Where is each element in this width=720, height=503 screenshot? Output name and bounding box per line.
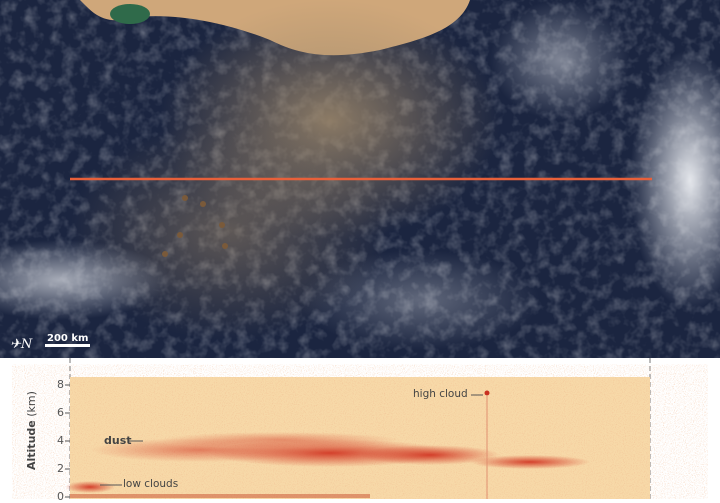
- high-cloud-annotation: high cloud: [413, 388, 468, 400]
- dust-annotation: dust: [104, 434, 132, 447]
- y-axis-label-unit: (km): [25, 391, 38, 417]
- y-tick: 2: [57, 462, 64, 475]
- low-clouds-annotation: low clouds: [123, 478, 179, 490]
- y-tick: 0: [57, 490, 64, 503]
- scale-bar: 200 km: [45, 333, 91, 347]
- cape-verde-islands: [162, 195, 228, 257]
- y-axis-label: Altitude (km): [25, 391, 38, 470]
- y-tick: 6: [57, 406, 64, 419]
- y-tick: 8: [57, 378, 64, 391]
- lidar-profile: [65, 358, 651, 499]
- satellite-image: [0, 0, 720, 358]
- dust-layer: [90, 432, 590, 469]
- y-axis-label-bold: Altitude: [25, 420, 38, 470]
- y-tick: 4: [57, 434, 64, 447]
- high-cloud: [484, 390, 490, 396]
- low-clouds: [65, 481, 115, 493]
- north-arrow-icon: ✈N: [10, 337, 33, 352]
